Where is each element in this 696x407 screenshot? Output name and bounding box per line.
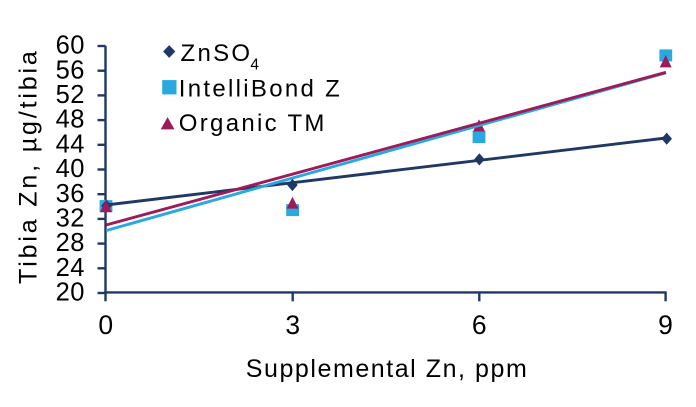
svg-text:IntelliBond Z: IntelliBond Z [179,75,342,102]
svg-text:48: 48 [56,106,85,134]
svg-text:28: 28 [56,229,85,257]
svg-text:9: 9 [658,310,673,340]
svg-text:6: 6 [472,310,487,340]
svg-text:Organic TM: Organic TM [179,110,327,137]
svg-text:32: 32 [56,205,85,233]
svg-text:52: 52 [56,81,85,109]
svg-text:3: 3 [285,310,300,340]
svg-text:20: 20 [56,279,85,307]
svg-text:0: 0 [98,310,113,340]
svg-text:56: 56 [56,56,85,84]
svg-text:Tibia Zn, µg/tibia: Tibia Zn, µg/tibia [14,48,42,284]
svg-text:44: 44 [56,130,85,158]
svg-text:60: 60 [56,32,85,60]
svg-text:36: 36 [56,180,85,208]
svg-text:24: 24 [56,254,85,282]
svg-text:40: 40 [56,155,85,183]
svg-text:Supplemental Zn, ppm: Supplemental Zn, ppm [246,355,529,383]
